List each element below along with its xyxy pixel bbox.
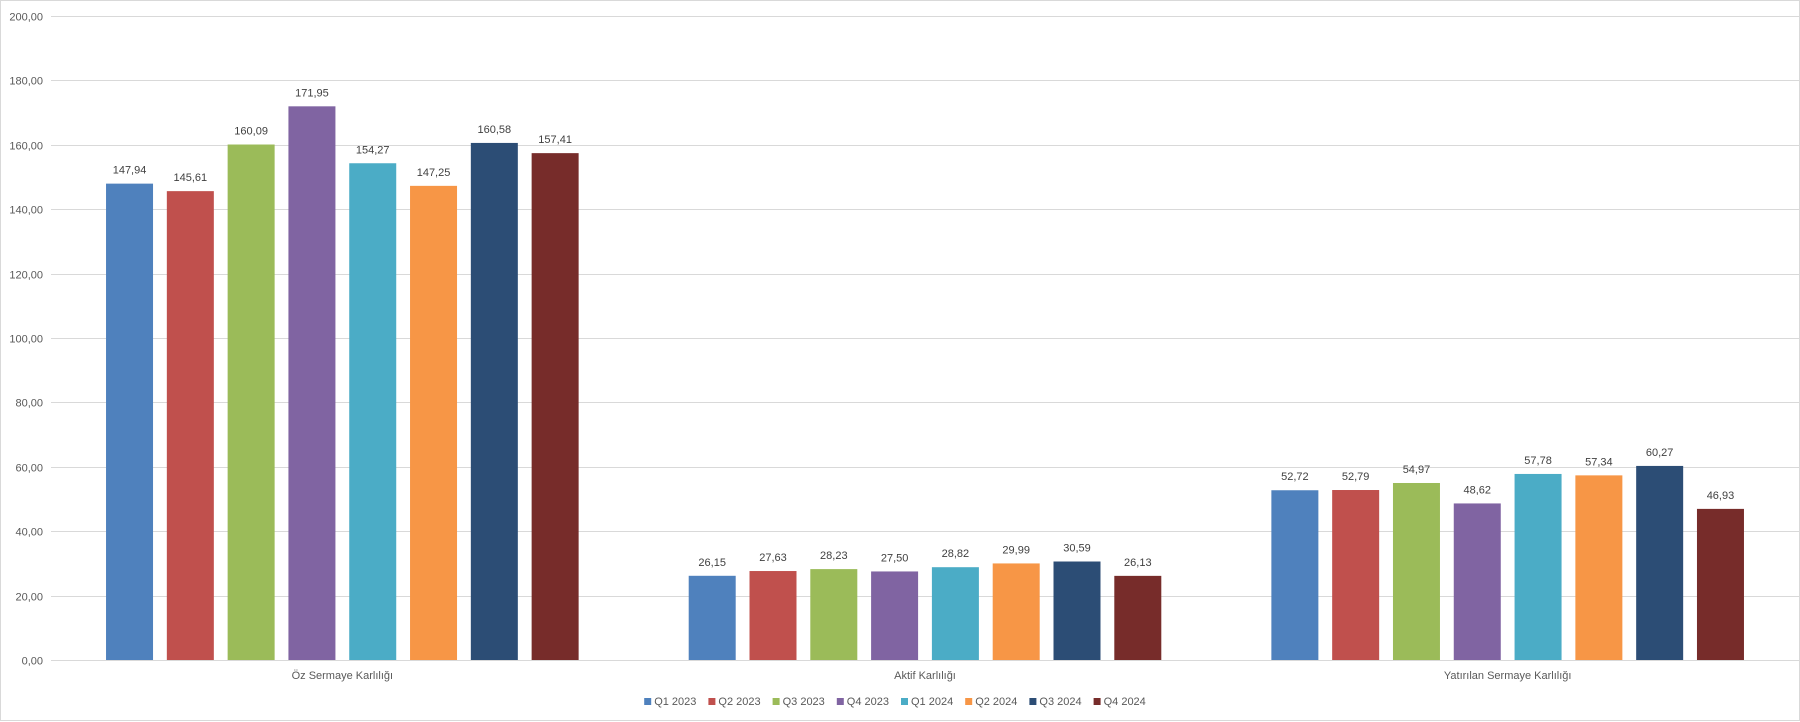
data-label: 27,50 bbox=[881, 552, 909, 564]
data-label: 171,95 bbox=[295, 87, 329, 99]
legend-swatch bbox=[708, 698, 716, 705]
bar-q4-2023 bbox=[1453, 503, 1501, 660]
legend-item: Q3 2023 bbox=[772, 696, 825, 708]
legend-label: Q2 2023 bbox=[718, 696, 760, 708]
data-label: 27,63 bbox=[759, 552, 787, 564]
legend-label: Q1 2024 bbox=[911, 696, 953, 708]
legend-label: Q2 2024 bbox=[975, 696, 1017, 708]
legend-item: Q2 2024 bbox=[965, 696, 1017, 708]
legend-item: Q3 2024 bbox=[1029, 696, 1082, 708]
legend-label: Q4 2024 bbox=[1104, 696, 1146, 708]
bars bbox=[106, 106, 1744, 661]
bar-q1-2024 bbox=[349, 163, 397, 660]
legend-swatch bbox=[965, 698, 973, 705]
bar-q2-2024 bbox=[410, 185, 458, 661]
legend-swatch bbox=[772, 698, 780, 705]
legend-label: Q1 2023 bbox=[654, 696, 696, 708]
bar-q2-2023 bbox=[749, 571, 797, 660]
data-label: 52,72 bbox=[1281, 471, 1309, 483]
y-tick-label: 140,00 bbox=[9, 205, 43, 217]
bar-q2-2023 bbox=[1332, 490, 1380, 660]
legend-item: Q4 2024 bbox=[1093, 696, 1146, 708]
data-label: 160,58 bbox=[478, 124, 512, 136]
data-label: 52,79 bbox=[1342, 471, 1370, 483]
bar-q3-2024 bbox=[470, 142, 518, 661]
data-label: 28,82 bbox=[942, 548, 970, 560]
data-label: 157,41 bbox=[538, 134, 572, 146]
y-tick-label: 60,00 bbox=[15, 463, 43, 475]
data-label: 57,34 bbox=[1585, 456, 1613, 468]
x-axis-category-labels: Öz Sermaye Karlılığı Aktif Karlılığı Yatır… bbox=[292, 670, 1572, 682]
category-label: Aktif Karlılığı bbox=[894, 670, 956, 682]
bar-q1-2023 bbox=[1271, 490, 1319, 660]
bar-q3-2023 bbox=[1392, 482, 1440, 660]
bar-q4-2023 bbox=[288, 106, 336, 661]
bar-q3-2023 bbox=[227, 144, 275, 660]
data-label: 46,93 bbox=[1707, 490, 1735, 502]
legend-label: Q4 2023 bbox=[847, 696, 889, 708]
legend-swatch bbox=[1029, 698, 1037, 705]
y-tick-label: 0,00 bbox=[22, 656, 43, 668]
y-tick-label: 160,00 bbox=[9, 141, 43, 153]
data-label: 147,25 bbox=[417, 167, 451, 179]
bar-q1-2023 bbox=[106, 183, 154, 661]
y-tick-label: 180,00 bbox=[9, 76, 43, 88]
legend: Q1 2023 Q2 2023 Q3 2023 Q4 2023 Q1 2024 Q2 20… bbox=[644, 696, 1146, 708]
data-label: 26,13 bbox=[1124, 557, 1152, 569]
bar-q2-2023 bbox=[166, 191, 214, 660]
data-label: 145,61 bbox=[174, 172, 208, 184]
bar-q1-2023 bbox=[688, 575, 736, 660]
legend-swatch bbox=[901, 698, 908, 705]
legend-item: Q4 2023 bbox=[836, 696, 889, 708]
y-tick-label: 80,00 bbox=[15, 398, 43, 410]
y-tick-label: 20,00 bbox=[15, 592, 43, 604]
gridlines bbox=[51, 16, 1799, 661]
legend-label: Q3 2024 bbox=[1039, 696, 1081, 708]
bar-q1-2024 bbox=[931, 567, 979, 660]
legend-swatch bbox=[1093, 698, 1101, 705]
bar-q4-2023 bbox=[871, 571, 919, 660]
bar-q3-2023 bbox=[810, 569, 858, 660]
bar-q4-2024 bbox=[1696, 508, 1744, 660]
data-label: 26,15 bbox=[698, 557, 726, 569]
data-label: 30,59 bbox=[1063, 543, 1091, 555]
legend-label: Q3 2023 bbox=[783, 696, 825, 708]
bar-q3-2024 bbox=[1053, 561, 1101, 660]
legend-item: Q1 2024 bbox=[901, 696, 953, 708]
bar-q1-2024 bbox=[1514, 473, 1562, 660]
data-label: 160,09 bbox=[234, 126, 268, 138]
legend-swatch bbox=[836, 698, 844, 705]
y-tick-label: 120,00 bbox=[9, 270, 43, 282]
bar-q4-2024 bbox=[531, 153, 579, 660]
bar-q4-2024 bbox=[1114, 575, 1162, 660]
data-labels: 147,94 145,61 160,09 171,95 154,27 147,25 160,… bbox=[113, 87, 1735, 569]
category-label: Yatırılan Sermaye Karlılığı bbox=[1444, 670, 1572, 682]
y-axis-tick-labels: 0,00 20,00 40,00 60,00 80,00 100,00 120,00 140,… bbox=[9, 12, 43, 668]
data-label: 48,62 bbox=[1464, 484, 1492, 496]
bar-q3-2024 bbox=[1636, 465, 1684, 660]
y-tick-label: 200,00 bbox=[9, 12, 43, 24]
legend-item: Q2 2023 bbox=[708, 696, 761, 708]
data-label: 29,99 bbox=[1002, 544, 1030, 556]
bar-q2-2024 bbox=[992, 563, 1040, 660]
y-tick-label: 40,00 bbox=[15, 527, 43, 539]
category-label: Öz Sermaye Karlılığı bbox=[292, 670, 393, 682]
data-label: 57,78 bbox=[1524, 455, 1552, 467]
data-label: 28,23 bbox=[820, 550, 848, 562]
y-tick-label: 100,00 bbox=[9, 334, 43, 346]
data-label: 54,97 bbox=[1403, 464, 1431, 476]
legend-item: Q1 2023 bbox=[644, 696, 696, 708]
data-label: 60,27 bbox=[1646, 447, 1674, 459]
legend-swatch bbox=[644, 698, 652, 705]
bar-q2-2024 bbox=[1575, 475, 1623, 660]
data-label: 154,27 bbox=[356, 144, 390, 156]
data-label: 147,94 bbox=[113, 165, 147, 177]
